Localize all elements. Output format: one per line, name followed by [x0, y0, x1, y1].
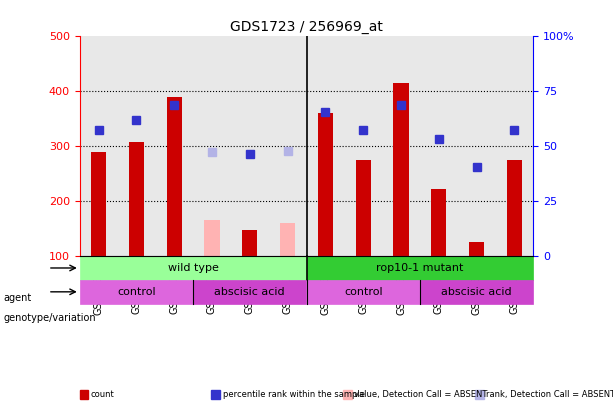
Bar — [306, 256, 533, 280]
Text: abscisic acid: abscisic acid — [441, 287, 512, 297]
Text: wild type: wild type — [168, 263, 218, 273]
Bar — [420, 280, 533, 304]
Text: rank, Detection Call = ABSENT: rank, Detection Call = ABSENT — [486, 390, 613, 399]
Bar — [80, 256, 306, 280]
Bar — [193, 280, 306, 304]
Text: value, Detection Call = ABSENT: value, Detection Call = ABSENT — [354, 390, 488, 399]
Text: control: control — [344, 287, 383, 297]
Text: control: control — [117, 287, 156, 297]
Bar — [167, 97, 181, 256]
Bar — [394, 83, 408, 256]
Bar — [356, 160, 371, 256]
Title: GDS1723 / 256969_at: GDS1723 / 256969_at — [230, 20, 383, 34]
Text: abscisic acid: abscisic acid — [215, 287, 285, 297]
Text: genotype/variation: genotype/variation — [3, 313, 96, 323]
Bar — [280, 223, 295, 256]
Bar — [129, 143, 144, 256]
Bar — [91, 152, 106, 256]
Bar — [432, 189, 446, 256]
Bar — [469, 242, 484, 256]
Bar — [318, 113, 333, 256]
Bar — [306, 280, 420, 304]
Bar — [242, 230, 257, 256]
Text: agent: agent — [3, 294, 31, 303]
Bar — [507, 160, 522, 256]
Bar — [80, 280, 193, 304]
Text: rop10-1 mutant: rop10-1 mutant — [376, 263, 463, 273]
Text: count: count — [91, 390, 115, 399]
Bar — [205, 220, 219, 256]
Text: percentile rank within the sample: percentile rank within the sample — [223, 390, 365, 399]
